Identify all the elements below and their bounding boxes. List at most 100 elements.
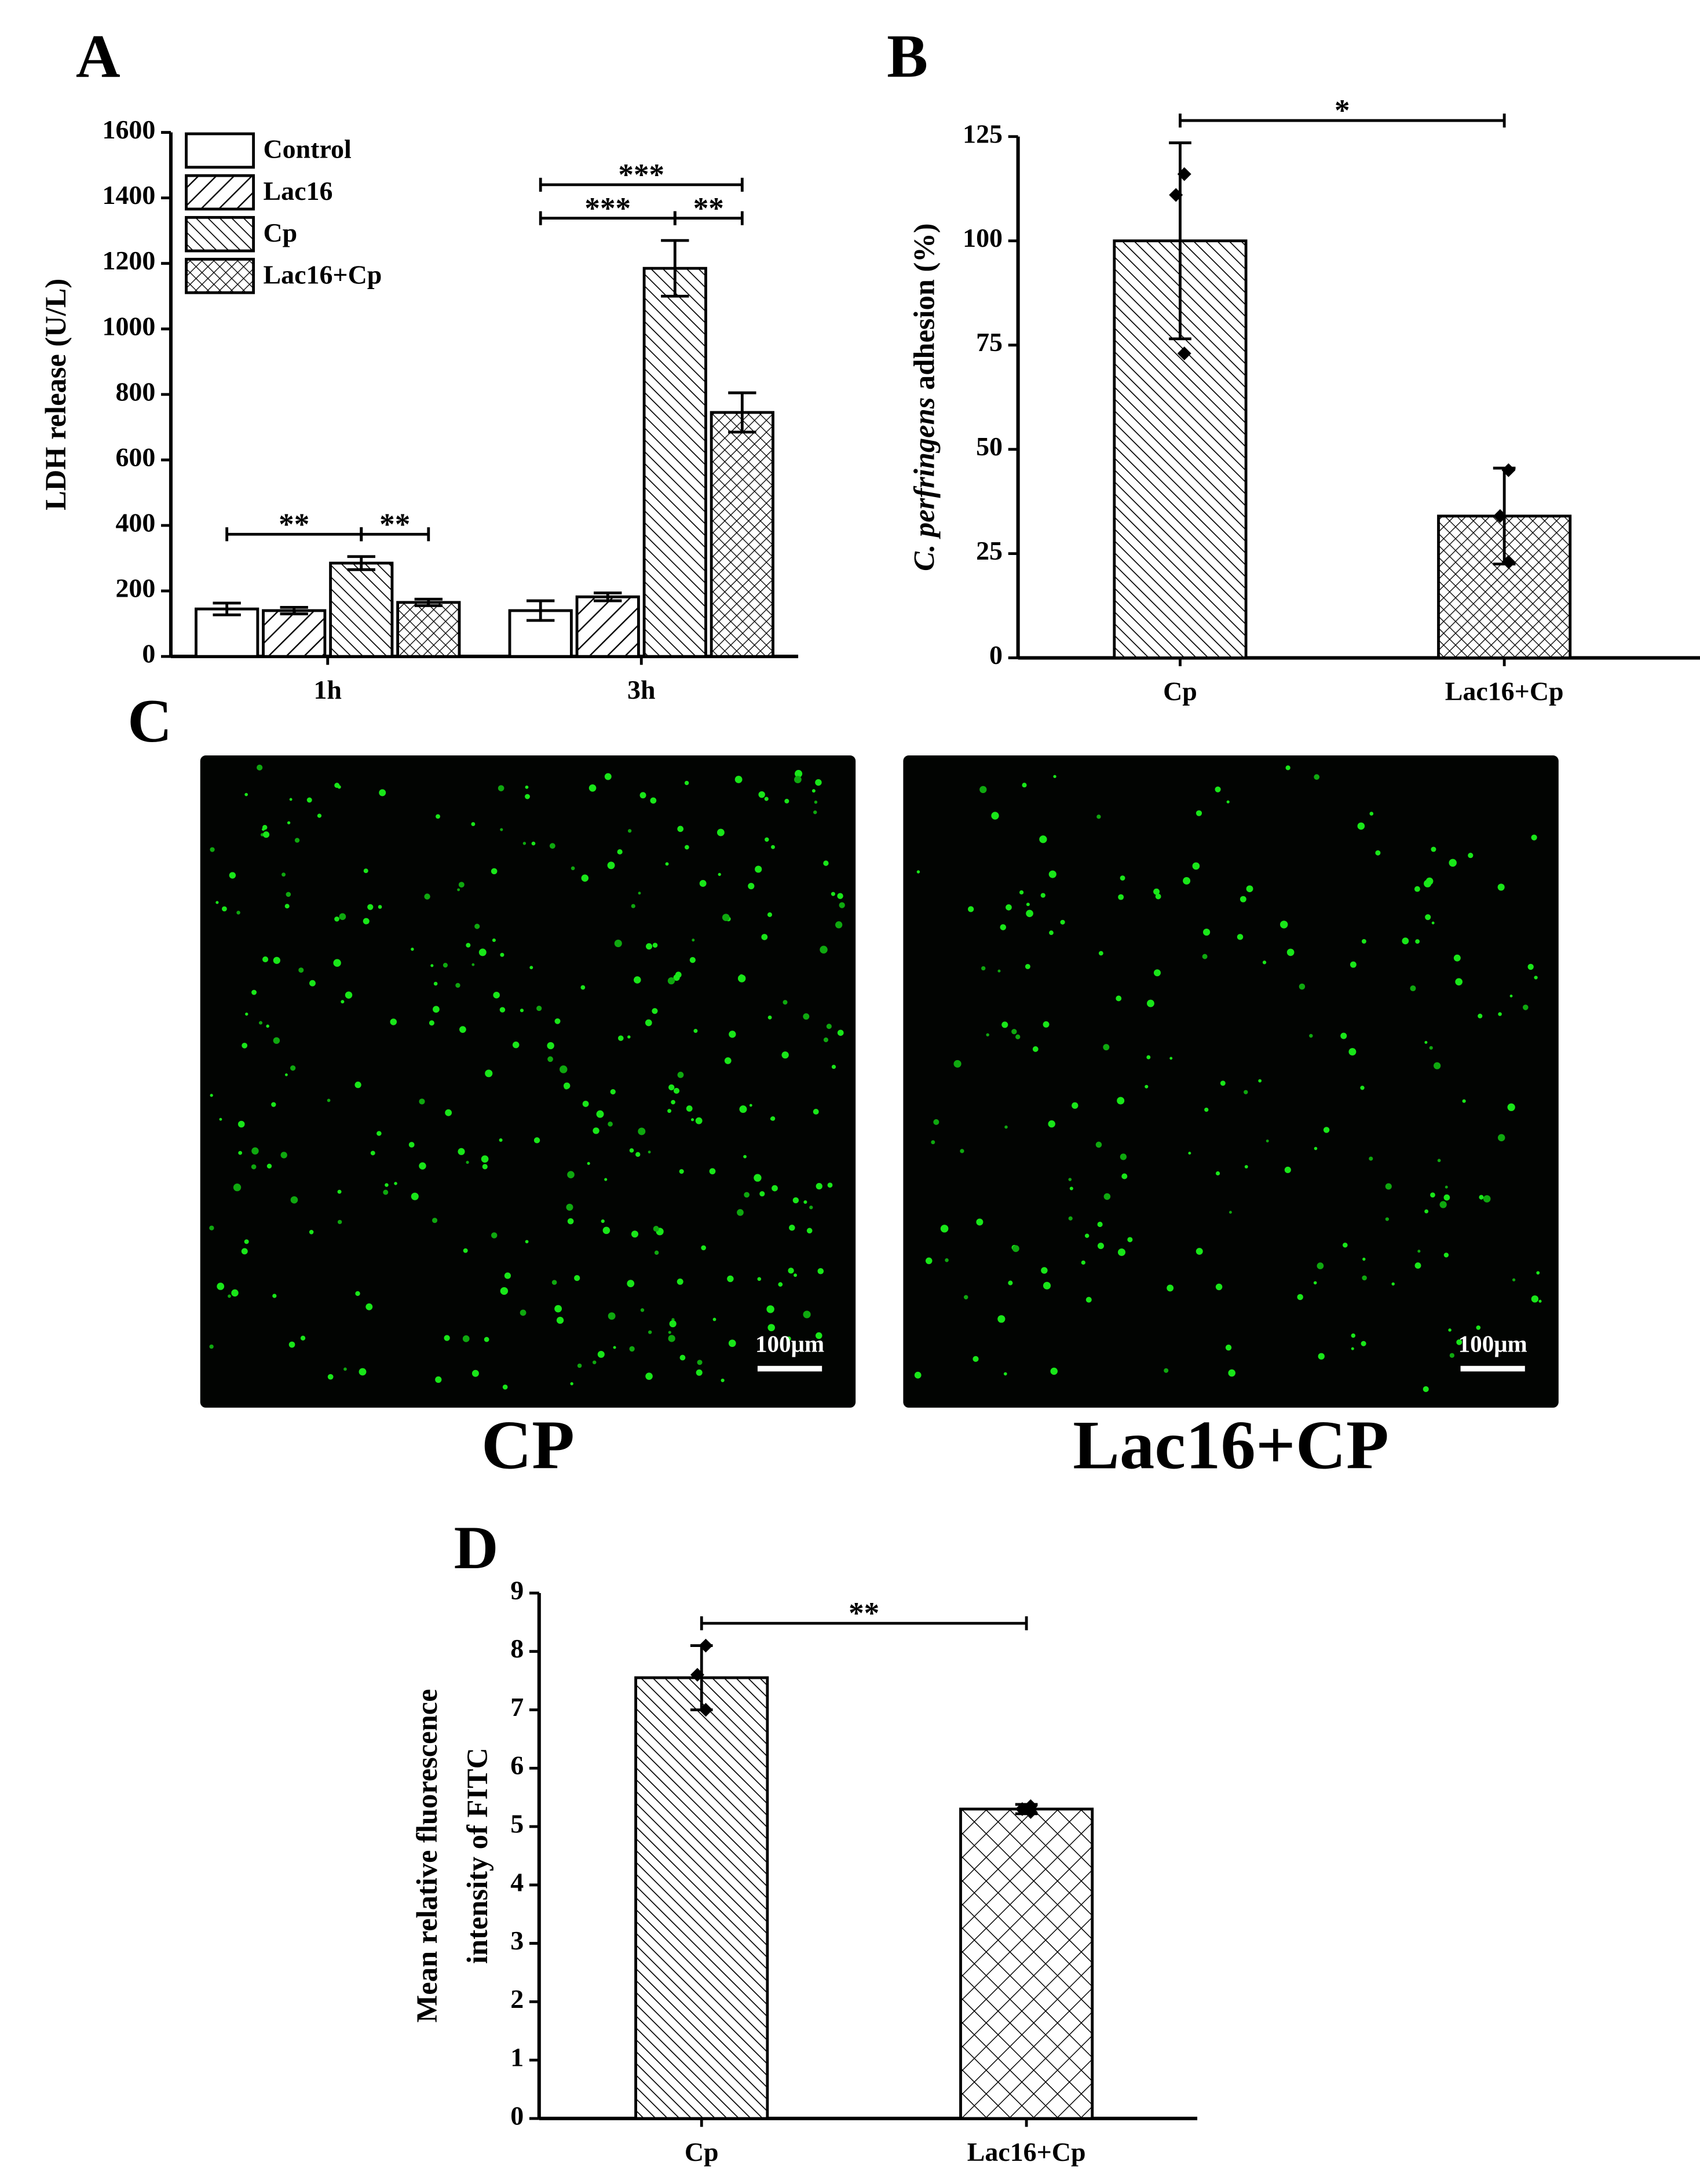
fluorescent-spot: [1012, 1245, 1019, 1252]
fluorescent-spot: [650, 797, 657, 804]
fluorescent-spot: [463, 1248, 468, 1253]
fluorescent-spot: [370, 1151, 375, 1156]
fluorescent-spot: [262, 956, 269, 963]
legend-label: Cp: [264, 218, 298, 247]
fluorescent-spot: [1456, 1339, 1463, 1345]
fluorescent-spot: [1522, 1005, 1529, 1010]
fluorescent-spot: [767, 1324, 775, 1331]
fluorescent-spot: [1043, 1281, 1051, 1290]
fluorescent-spot: [767, 912, 773, 917]
fluorescent-spot: [997, 969, 1001, 973]
bar: [195, 607, 259, 658]
fluorescent-spot: [758, 791, 765, 798]
fluorescent-spot: [1022, 783, 1027, 788]
fluorescent-spot: [617, 1035, 624, 1041]
significance-label: **: [693, 192, 724, 225]
fluorescent-spot: [215, 901, 219, 904]
fluorescent-spot: [673, 1087, 680, 1094]
fluorescent-spot: [522, 842, 527, 845]
fluorescent-spot: [1258, 1079, 1262, 1083]
bar: [262, 609, 327, 658]
x-tick-label: Lac16+Cp: [967, 2137, 1086, 2167]
fluorescent-spot: [504, 1272, 511, 1279]
fluorescent-spot: [1449, 859, 1457, 867]
fluorescent-spot: [1097, 1221, 1103, 1228]
fluorescent-spot: [337, 1219, 342, 1225]
fluorescent-spot: [471, 963, 475, 966]
fluorescent-spot: [533, 1137, 540, 1144]
fluorescent-spot: [1309, 1033, 1313, 1038]
fluorescent-spot: [237, 1120, 245, 1128]
fluorescent-spot: [1313, 1281, 1317, 1285]
fluorescent-spot: [419, 1098, 425, 1105]
fluorescent-spot: [1026, 903, 1030, 907]
fluorescent-spot: [1164, 1368, 1169, 1373]
fluorescent-spot: [1453, 954, 1461, 962]
fluorescent-spot: [492, 938, 496, 943]
fluorescent-spot: [648, 1330, 652, 1334]
fluorescent-spot: [593, 1127, 599, 1134]
fluorescent-spot: [639, 792, 646, 799]
fluorescent-spot: [1479, 1195, 1484, 1200]
fluorescent-spot: [574, 1275, 580, 1281]
fluorescent-spot: [677, 1072, 684, 1078]
data-point: [1177, 346, 1191, 360]
fluorescent-spot: [667, 977, 675, 985]
scale-bar-label: 100μm: [755, 1331, 824, 1357]
fluorescent-spot: [1237, 934, 1244, 940]
fluorescent-spot: [258, 1021, 263, 1025]
fluorescent-spot: [484, 1336, 489, 1342]
y-tick-label: 5: [510, 1809, 524, 1839]
fluorescent-spot: [1342, 1242, 1348, 1248]
fluorescent-spot: [433, 981, 438, 986]
fluorescent-spot: [1183, 877, 1191, 885]
fluorescent-spot: [1361, 939, 1366, 944]
fluorescent-spot: [665, 862, 669, 866]
y-tick-label: 600: [115, 443, 155, 472]
fluorescent-spot: [772, 1185, 778, 1192]
fluorescent-spot: [695, 1117, 703, 1124]
fluorescent-spot: [241, 1248, 248, 1255]
fluorescent-spot: [933, 1119, 939, 1125]
fluorescent-spot: [1431, 846, 1436, 852]
fluorescent-spot: [1417, 1250, 1421, 1253]
panel-label: D: [454, 1513, 499, 1582]
micrograph: 100μm: [200, 755, 856, 1408]
fluorescent-spot: [1351, 1333, 1356, 1338]
fluorescent-spot: [1041, 1267, 1048, 1274]
significance-bracket: ***: [539, 192, 677, 225]
significance-label: **: [849, 1597, 879, 1630]
fluorescent-spot: [613, 1346, 616, 1349]
fluorescent-spot: [1430, 1192, 1435, 1198]
fluorescent-spot: [967, 906, 974, 912]
fluorescent-spot: [748, 882, 755, 890]
fluorescent-spot: [689, 957, 696, 963]
data-point: [699, 1638, 713, 1653]
fluorescent-spot: [290, 1065, 296, 1071]
fluorescent-spot: [286, 892, 291, 897]
fluorescent-spot: [1538, 1299, 1542, 1303]
panel-label: B: [887, 22, 928, 90]
fluorescent-spot: [1220, 1080, 1226, 1086]
fluorescent-spot: [981, 966, 986, 971]
fluorescent-spot: [783, 1000, 788, 1005]
fluorescent-spot: [1497, 1134, 1505, 1142]
fluorescent-spot: [722, 914, 730, 921]
fluorescent-spot: [727, 1275, 734, 1283]
fluorescent-spot: [491, 1232, 498, 1239]
fluorescent-spot: [1299, 983, 1306, 990]
fluorescent-spot: [287, 821, 291, 824]
fluorescent-spot: [411, 1192, 419, 1200]
fluorescent-spot: [1415, 939, 1420, 944]
fluorescent-spot: [334, 916, 339, 922]
fluorescent-spot: [831, 1064, 836, 1069]
fluorescent-spot: [385, 1183, 389, 1187]
y-tick-label: 200: [115, 574, 155, 603]
fluorescent-spot: [739, 1105, 747, 1113]
fluorescent-spot: [1531, 1296, 1536, 1301]
fluorescent-spot: [1215, 1283, 1223, 1291]
fluorescent-spot: [813, 810, 817, 815]
fluorescent-spot: [1103, 1193, 1111, 1200]
fluorescent-spot: [1402, 937, 1409, 945]
fluorescent-spot: [1439, 1201, 1447, 1208]
